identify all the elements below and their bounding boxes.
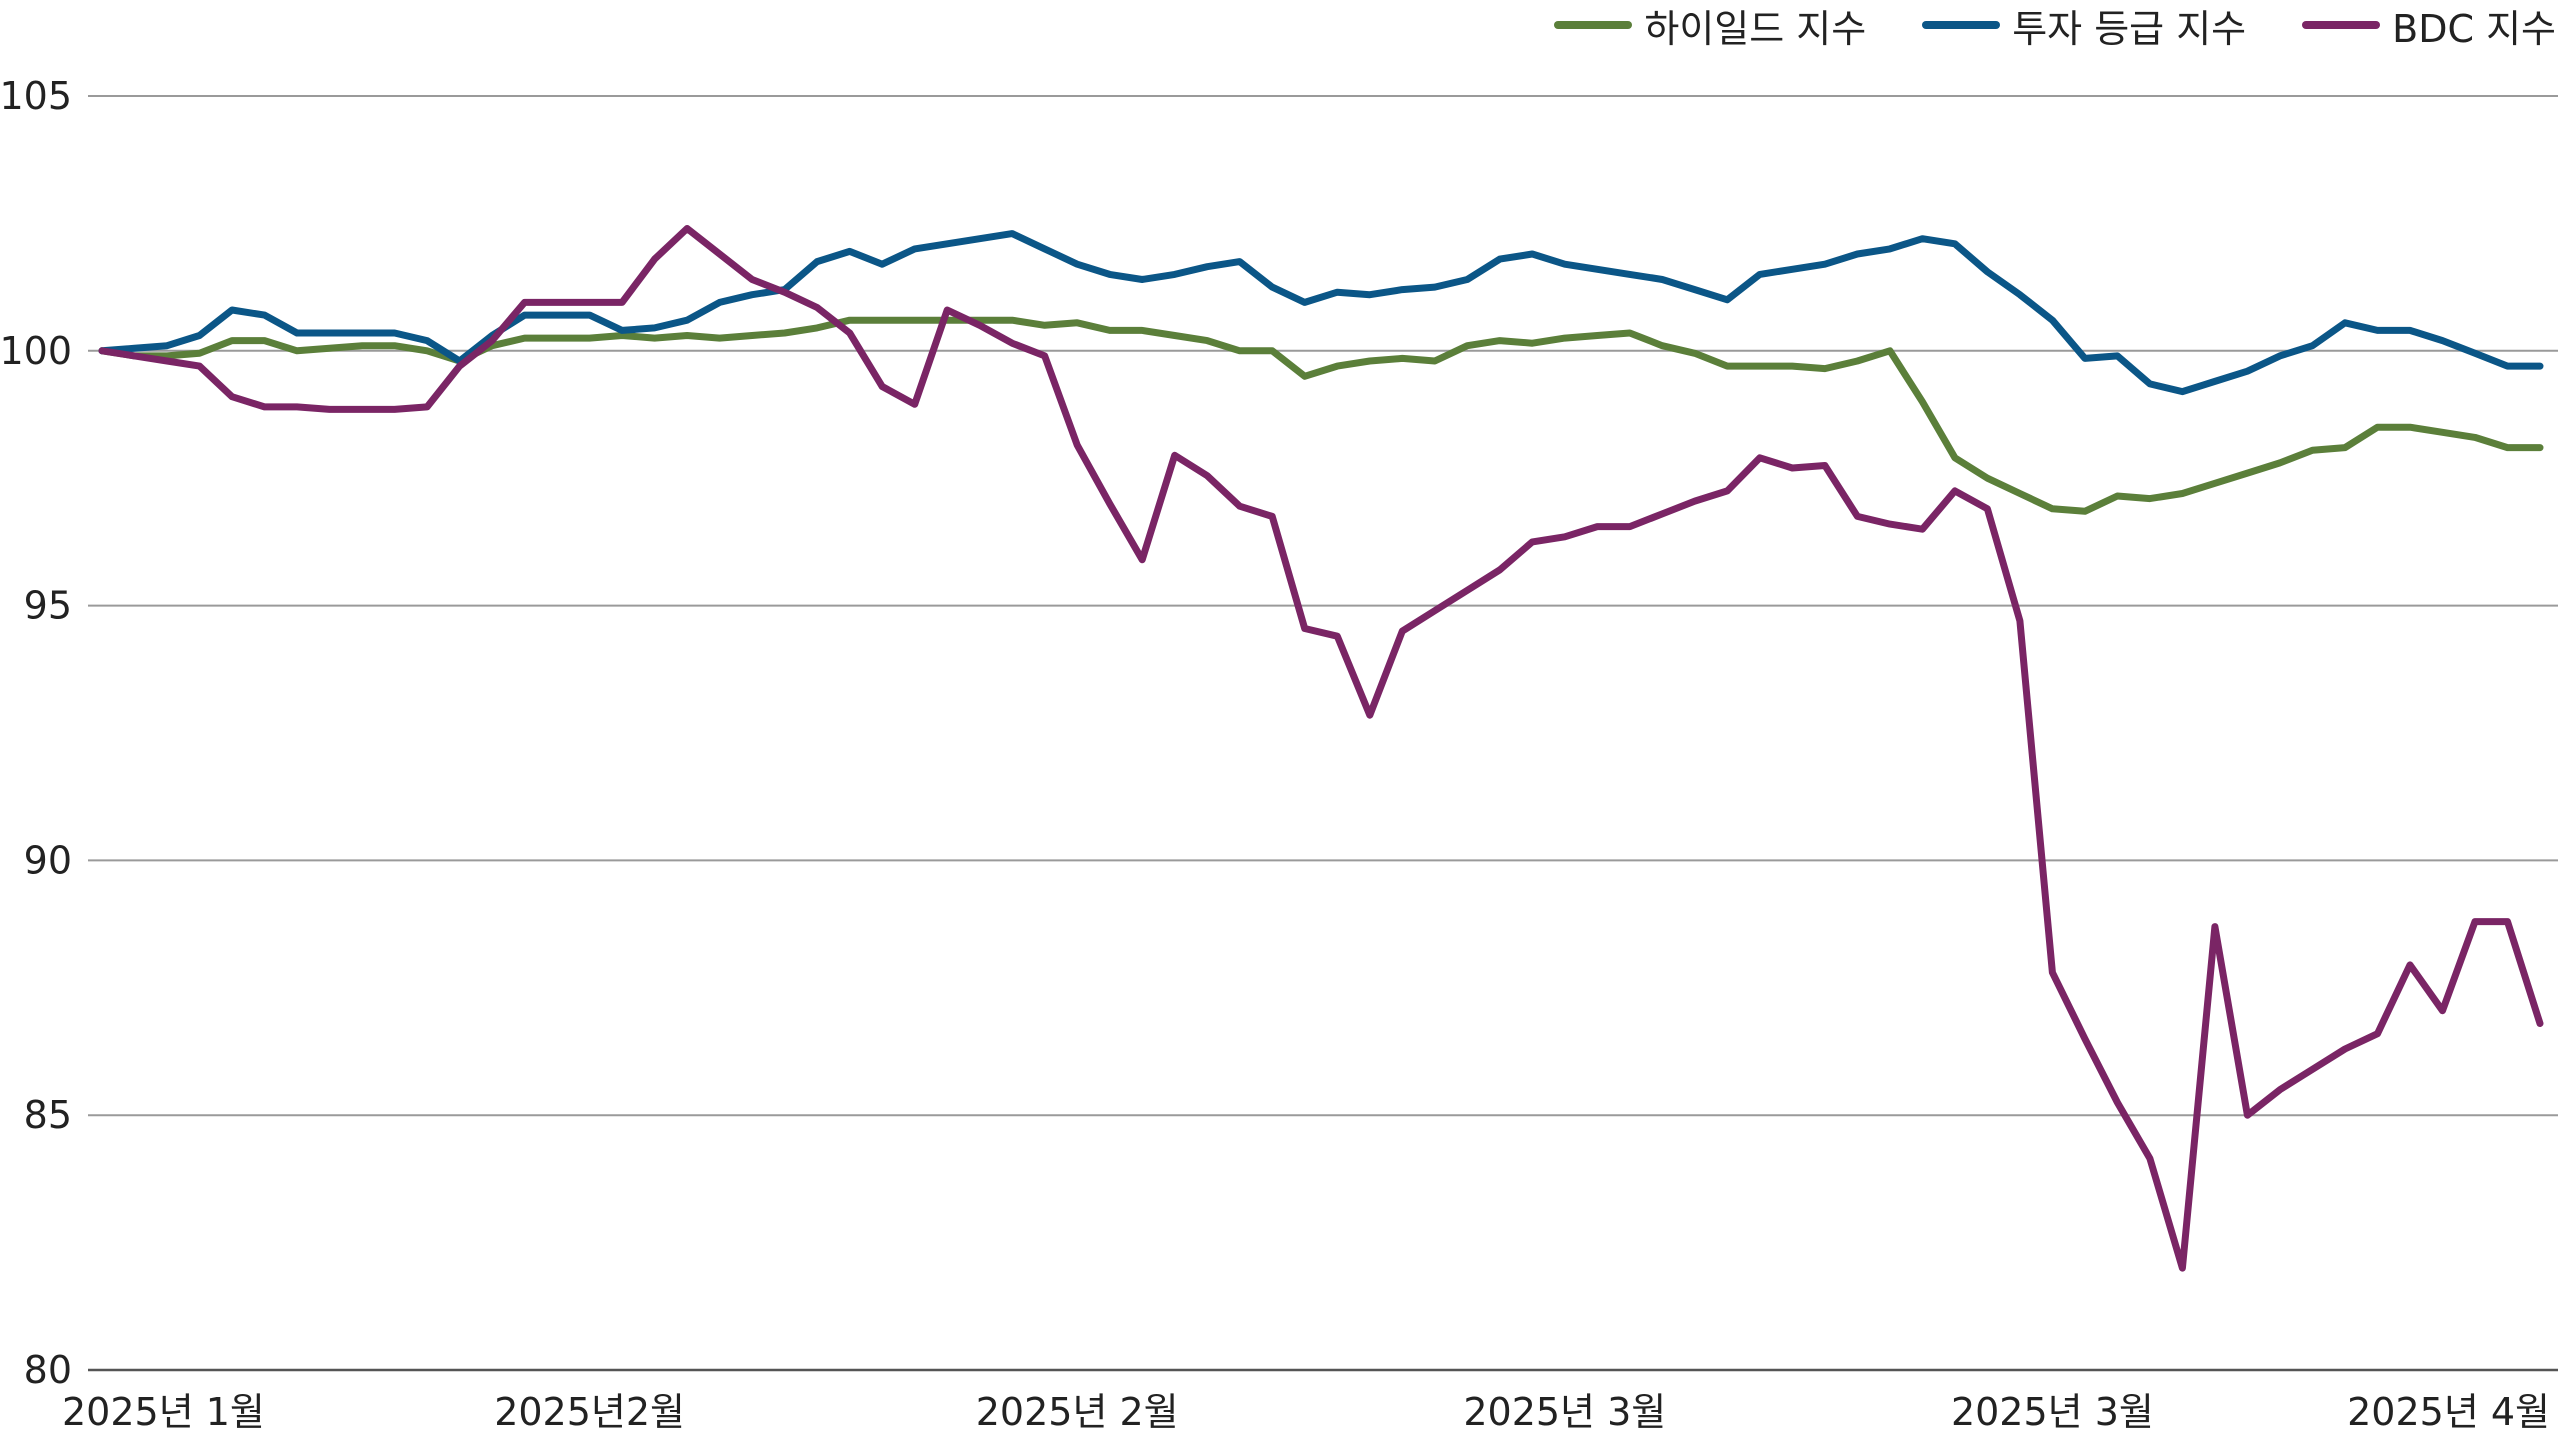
legend-label-high-yield: 하이일드 지수 <box>1644 6 1867 51</box>
x-tick-label: 2025년 4월 <box>2347 1390 2550 1434</box>
y-tick-label: 85 <box>24 1093 72 1137</box>
legend-item-investment-grade: 투자 등급 지수 <box>1922 0 2246 53</box>
legend-swatch-bdc <box>2302 21 2381 29</box>
legend-item-bdc: BDC 지수 <box>2302 0 2556 53</box>
series-line-high-yield <box>98 316 2544 515</box>
y-tick-label: 105 <box>0 74 72 118</box>
series-lines <box>98 225 2544 1272</box>
y-tick-label: 100 <box>0 329 72 373</box>
legend-item-high-yield: 하이일드 지수 <box>1554 0 1866 53</box>
y-tick-label: 80 <box>24 1348 72 1392</box>
legend-label-investment-grade: 투자 등급 지수 <box>2012 6 2247 51</box>
y-tick-label: 95 <box>24 584 72 628</box>
y-axis-ticks: 105 100 95 90 85 80 <box>0 74 72 1392</box>
y-tick-label: 90 <box>24 838 72 882</box>
legend-swatch-investment-grade <box>1922 21 2001 29</box>
x-tick-label: 2025년 2월 <box>976 1390 1179 1434</box>
legend-swatch-high-yield <box>1554 21 1633 29</box>
x-tick-label: 2025년 3월 <box>1463 1390 1666 1434</box>
legend-label-bdc: BDC 지수 <box>2392 6 2556 51</box>
x-tick-label: 2025년2월 <box>494 1390 685 1434</box>
x-tick-label: 2025년 1월 <box>62 1390 265 1434</box>
grid-lines <box>88 95 2558 1372</box>
x-axis-ticks: 2025년 1월 2025년2월 2025년 2월 2025년 3월 2025년 3월 2… <box>62 1390 2550 1434</box>
legend: 하이일드 지수 투자 등급 지수 BDC 지수 <box>1554 0 2556 53</box>
x-tick-label: 2025년 3월 <box>1951 1390 2154 1434</box>
series-line-bdc <box>98 225 2544 1272</box>
